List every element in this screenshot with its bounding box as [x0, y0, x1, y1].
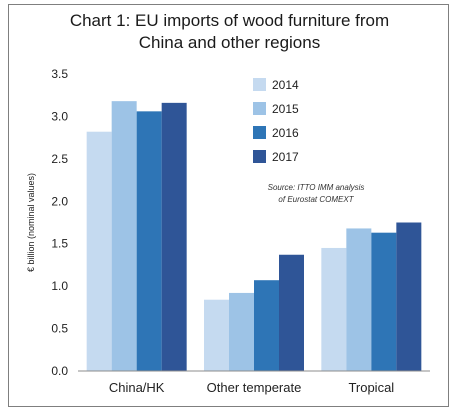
bar-2015-other-temperate: [229, 292, 254, 371]
x-category-label: China/HK: [109, 380, 165, 395]
y-tick-label: 0.0: [51, 364, 68, 378]
y-tick-label: 3.5: [51, 67, 68, 81]
bar-2016-other-temperate: [254, 280, 279, 371]
y-tick-label: 2.0: [51, 194, 68, 208]
legend: 2014 2015 2016 2017: [253, 78, 299, 164]
bar-2017-other-temperate: [279, 254, 304, 371]
y-tick-label: 0.5: [51, 322, 68, 336]
y-tick-label: 1.5: [51, 237, 68, 251]
bar-2014-other-temperate: [204, 299, 229, 371]
bar-2014-china-hk: [86, 131, 112, 371]
chart-title: Chart 1: EU imports of wood furniture fr…: [69, 11, 390, 52]
bar-2014-tropical: [321, 247, 347, 371]
legend-swatch: [253, 78, 266, 91]
bar-2017-china-hk: [161, 102, 187, 371]
legend-label: 2016: [272, 126, 299, 140]
y-tick-label: 1.0: [51, 279, 68, 293]
legend-label: 2015: [272, 102, 299, 116]
y-tick-label: 3.0: [51, 109, 68, 123]
y-tick-label: 2.5: [51, 152, 68, 166]
source-note-line-2: of Eurostat COMEXT: [278, 195, 354, 204]
legend-swatch: [253, 150, 266, 163]
x-category-label: Other temperate: [207, 380, 302, 395]
bar-2015-tropical: [346, 228, 372, 371]
x-axis: China/HK Other temperate Tropical: [78, 370, 430, 395]
bar-2015-china-hk: [111, 101, 137, 371]
source-note-line-1: Source: ITTO IMM analysis: [268, 183, 365, 192]
bar-2016-tropical: [371, 232, 397, 371]
y-axis: 0.0 0.5 1.0 1.5 2.0 2.5 3.0 3.5: [51, 67, 68, 378]
bars: [86, 101, 422, 371]
bar-2016-china-hk: [136, 111, 162, 371]
legend-swatch: [253, 102, 266, 115]
bar-2017-tropical: [396, 222, 422, 371]
y-axis-label: € billion (nominal values): [26, 173, 36, 272]
legend-label: 2017: [272, 150, 299, 164]
x-category-label: Tropical: [348, 380, 394, 395]
legend-swatch: [253, 126, 266, 139]
legend-label: 2014: [272, 78, 299, 92]
